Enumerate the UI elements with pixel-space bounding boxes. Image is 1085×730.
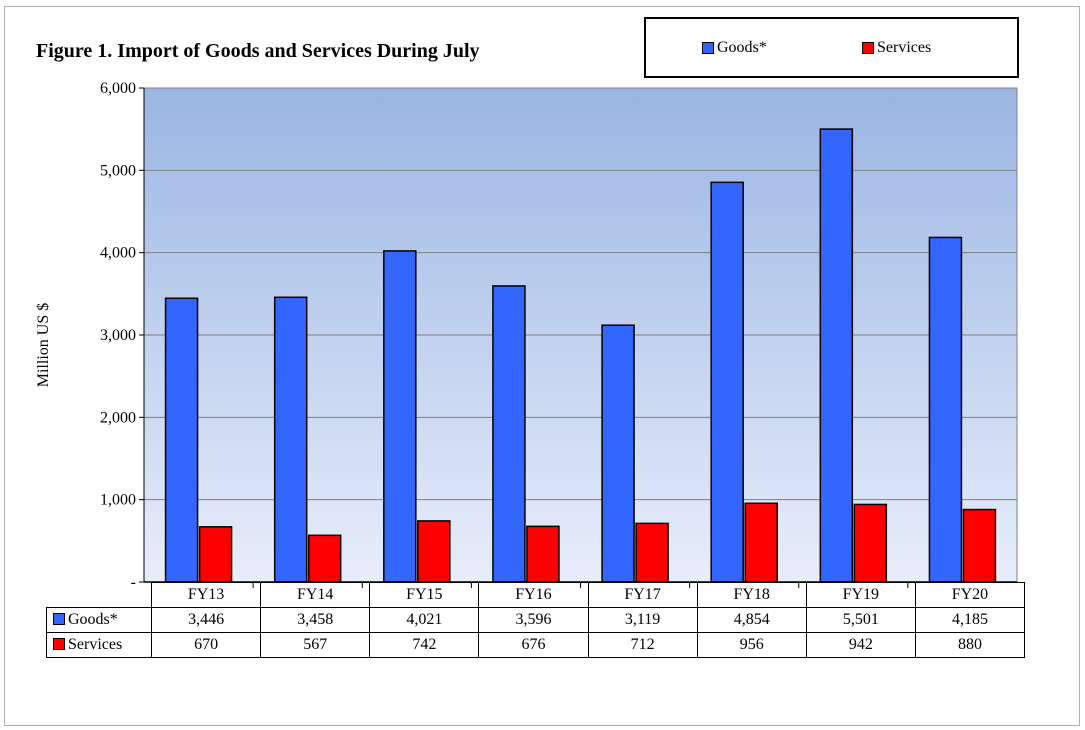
bar-goods — [383, 250, 417, 583]
x-tick-label: FY13 — [150, 582, 262, 608]
legend-item-goods: Goods* — [702, 39, 767, 57]
chart-title: Figure 1. Import of Goods and Services D… — [36, 40, 480, 62]
data-label: 676 — [478, 632, 589, 658]
data-label: 4,185 — [914, 607, 1026, 633]
data-table-row-goods: Goods* 3,446 3,458 4,021 3,596 3,119 4,854 5,50… — [46, 607, 1026, 633]
bar-services — [853, 503, 888, 583]
x-tick-label: FY19 — [805, 582, 916, 608]
bar-services — [962, 508, 997, 583]
data-label: 567 — [260, 632, 371, 658]
y-tick-label: 3,000 — [100, 327, 136, 344]
data-label: 670 — [150, 632, 262, 658]
data-table-row-services: Services 670 567 742 676 712 956 942 880 — [46, 632, 1026, 658]
data-label: 4,021 — [369, 607, 480, 633]
data-table-corner — [46, 582, 152, 608]
legend-item-services: Services — [862, 39, 931, 57]
chart-legend: Goods* Services — [644, 17, 1019, 78]
legend-label-goods: Goods* — [717, 39, 767, 56]
bar-goods — [928, 236, 963, 583]
y-tick-label: 2,000 — [100, 409, 136, 426]
bar-services — [635, 522, 669, 583]
data-label: 880 — [914, 632, 1026, 658]
y-tick-label: 4,000 — [100, 245, 136, 262]
data-table-swatch — [53, 638, 65, 651]
data-table-header-row: FY13 FY14 FY15 FY16 FY17 FY18 FY19 FY20 — [46, 582, 1026, 608]
data-label: 742 — [369, 632, 480, 658]
data-label: 5,501 — [805, 607, 916, 633]
y-tick-label: 6,000 — [100, 80, 136, 97]
data-table-series-label: Services — [46, 632, 152, 658]
data-table: FY13 FY14 FY15 FY16 FY17 FY18 FY19 FY20 Goods* 3… — [46, 582, 1026, 658]
legend-label-services: Services — [877, 39, 932, 56]
bar-goods — [819, 128, 854, 583]
data-label: 3,119 — [587, 607, 698, 633]
data-label: 3,446 — [150, 607, 262, 633]
bar-services — [526, 525, 560, 583]
bar-goods — [710, 181, 744, 583]
x-tick-label: FY17 — [587, 582, 698, 608]
y-tick-label: 1,000 — [100, 492, 136, 509]
bar-services — [417, 520, 451, 583]
bar-goods — [492, 285, 526, 583]
bar-goods — [601, 324, 635, 583]
x-tick-label: FY15 — [369, 582, 480, 608]
bar-services — [198, 526, 233, 583]
data-label: 4,854 — [696, 607, 807, 633]
x-tick-label: FY20 — [914, 582, 1026, 608]
y-tick-label: 5,000 — [100, 162, 136, 179]
bar-goods — [164, 297, 199, 583]
legend-swatch-goods — [702, 42, 714, 54]
legend-swatch-services — [862, 42, 874, 54]
data-label: 956 — [696, 632, 807, 658]
data-label: 3,596 — [478, 607, 589, 633]
data-table-series-name: Goods* — [68, 611, 118, 628]
x-tick-label: FY18 — [696, 582, 807, 608]
bar-services — [744, 502, 778, 583]
bar-goods — [273, 296, 308, 583]
bar-services — [307, 534, 342, 583]
data-label: 712 — [587, 632, 698, 658]
data-table-swatch — [53, 613, 65, 626]
x-tick-label: FY16 — [478, 582, 589, 608]
data-label: 3,458 — [260, 607, 371, 633]
data-label: 942 — [805, 632, 916, 658]
data-table-series-name: Services — [68, 636, 123, 653]
data-table-series-label: Goods* — [46, 607, 152, 633]
x-tick-label: FY14 — [260, 582, 371, 608]
chart-frame — [4, 6, 1080, 726]
